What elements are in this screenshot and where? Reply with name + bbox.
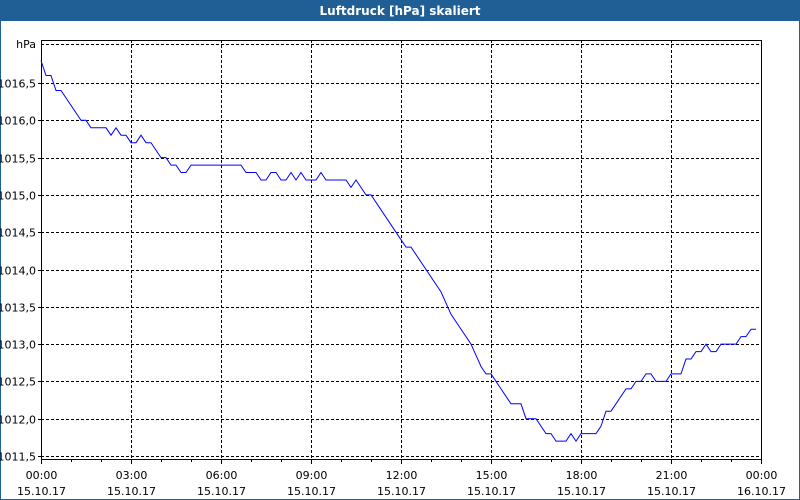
y-tick-label: 1011,5 (0, 451, 36, 464)
x-tick-time-label: 15:00 (476, 469, 508, 482)
y-tick-label: 1013,5 (0, 302, 36, 315)
x-tick-date-label: 15.10.17 (107, 485, 156, 498)
y-tick-label: 1012,0 (0, 414, 36, 427)
x-tick-time-label: 00:00 (26, 469, 58, 482)
x-tick-time-label: 03:00 (116, 469, 148, 482)
y-tick-label: 1014,5 (0, 227, 36, 240)
x-tick-date-label: 15.10.17 (287, 485, 336, 498)
x-tick-time-label: 09:00 (296, 469, 328, 482)
x-tick-date-label: 15.10.17 (197, 485, 246, 498)
y-tick-label: 1014,0 (0, 265, 36, 278)
x-tick-date-label: 15.10.17 (17, 485, 66, 498)
pressure-series-line (40, 60, 756, 443)
x-tick-time-label: 12:00 (386, 469, 418, 482)
y-tick-label: 1015,5 (0, 153, 36, 166)
chart-title: Luftdruck [hPa] skaliert (1, 1, 799, 21)
y-tick-label: 1016,5 (0, 78, 36, 91)
y-tick-label: 1015,0 (0, 190, 36, 203)
y-tick-label: 1013,0 (0, 339, 36, 352)
y-axis-unit-label: hPa (16, 38, 36, 51)
x-tick-date-label: 15.10.17 (647, 485, 696, 498)
x-tick-date-label: 15.10.17 (377, 485, 426, 498)
y-tick-label: 1016,0 (0, 115, 36, 128)
plot-frame (41, 40, 762, 460)
x-tick-time-label: 21:00 (656, 469, 688, 482)
x-tick-time-label: 00:00 (746, 469, 778, 482)
x-tick-date-label: 15.10.17 (557, 485, 606, 498)
y-tick-label: 1012,5 (0, 376, 36, 389)
x-tick-time-label: 18:00 (566, 469, 598, 482)
x-tick-date-label: 15.10.17 (467, 485, 516, 498)
x-tick-date-label: 16.10.17 (737, 485, 786, 498)
x-tick-time-label: 06:00 (206, 469, 238, 482)
